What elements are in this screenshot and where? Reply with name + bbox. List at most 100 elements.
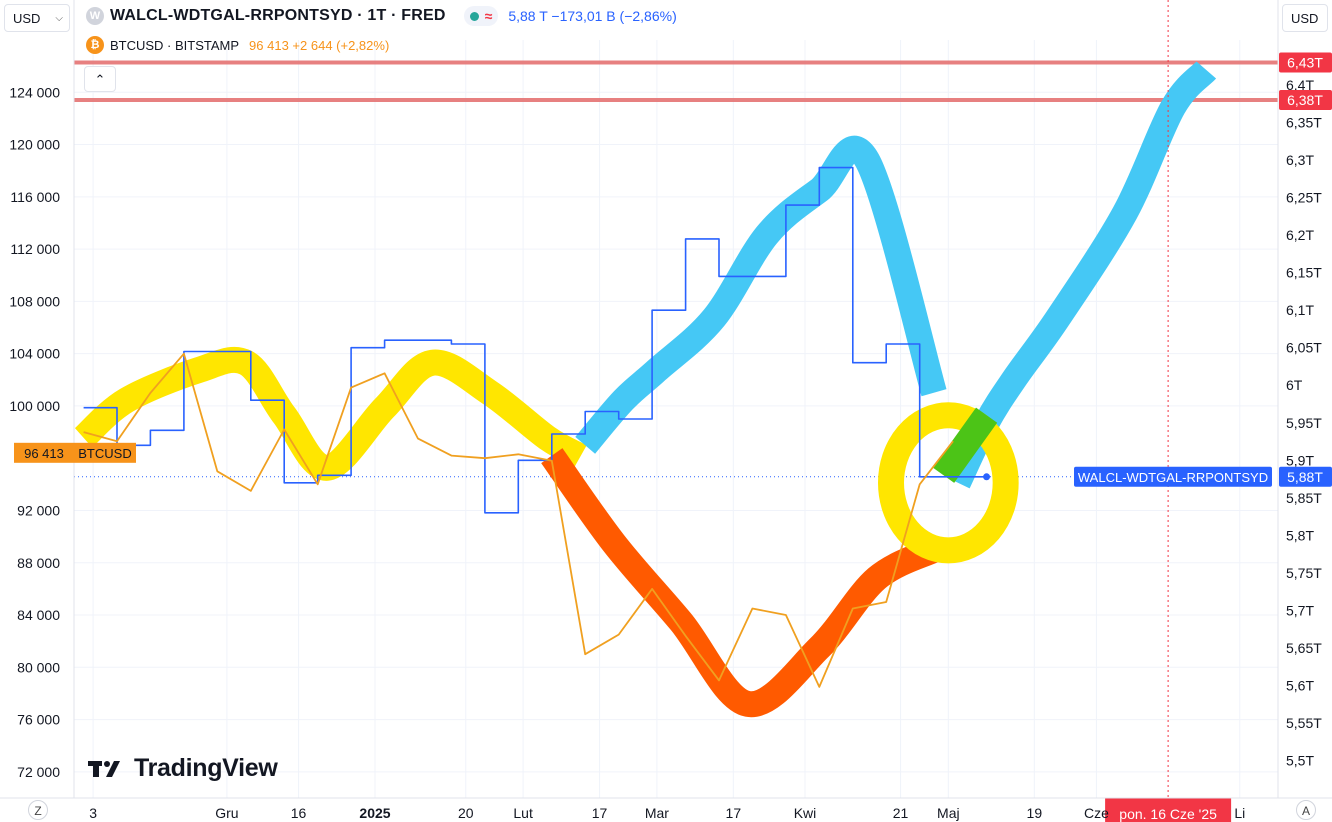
right-tick-label: 6,05T [1286, 340, 1322, 356]
time-tick-label: Lut [513, 805, 533, 821]
right-tick-label: 5,6T [1286, 677, 1314, 693]
left-tick-label: 80 000 [17, 659, 60, 675]
time-tick-label: 17 [726, 805, 742, 821]
time-tick-label: 17 [592, 805, 608, 821]
left-tick-label: 72 000 [17, 764, 60, 780]
series-line-walcl-wdtgal-rrpontsyd [83, 166, 987, 514]
series-line-btcusd [83, 352, 954, 688]
right-tick-label: 6,1T [1286, 302, 1314, 318]
collapse-legend-button[interactable]: ⌃ [84, 66, 116, 92]
last-price-badge [1279, 466, 1332, 487]
auto-scale-button[interactable]: A [1296, 800, 1316, 820]
right-tick-label: 5,75T [1286, 565, 1322, 581]
last-price-label: 5,88T [1287, 469, 1323, 485]
left-tick-label: 112 000 [10, 241, 60, 257]
level-price-badge [1279, 52, 1332, 73]
auto-scale-label: A [1301, 804, 1310, 818]
left-tick-label: 84 000 [17, 607, 60, 623]
currency-right-button[interactable]: USD [1282, 4, 1328, 32]
tradingview-logo-icon [88, 760, 120, 777]
compare-symbol-title[interactable]: BTCUSD · BITSTAMP [110, 37, 240, 53]
main-series-legend[interactable]: W WALCL-WDTGAL-RRPONTSYD · 1T · FRED ≈ 5… [86, 6, 677, 26]
timezone-label: Z [34, 804, 42, 818]
right-tick-label: 5,9T [1286, 452, 1314, 468]
left-tick-label: 88 000 [17, 555, 60, 571]
chevron-down-icon: ⌵ [55, 13, 63, 24]
right-tick-label: 6T [1286, 377, 1303, 393]
main-symbol-values: 5,88 T −173,01 B (−2,86%) [508, 8, 677, 24]
time-tick-label: 3 [89, 805, 97, 821]
symbol-logo-icon: W [86, 7, 104, 25]
logo-text: TradingView [134, 754, 278, 782]
right-tick-label: 5,85T [1286, 490, 1322, 506]
btc-price-label: 96 413 [24, 446, 64, 461]
right-tick-label: 6,15T [1286, 265, 1322, 281]
time-tick-label: 19 [1027, 805, 1043, 821]
currency-right-label: USD [1291, 11, 1319, 26]
approx-icon: ≈ [484, 8, 493, 24]
right-tick-label: 5,65T [1286, 640, 1322, 656]
right-tick-label: 5,5T [1286, 752, 1314, 768]
main-symbol-title[interactable]: WALCL-WDTGAL-RRPONTSYD · 1T · FRED [110, 7, 446, 24]
time-tick-label: Gru [215, 805, 238, 821]
series-name-label: WALCL-WDTGAL-RRPONTSYD [1078, 470, 1268, 485]
grid-lines [74, 40, 1278, 798]
drawing-annotations [74, 60, 1217, 718]
crosshair-date-label: pon. 16 Cze '25 [1119, 806, 1217, 822]
right-tick-label: 5,95T [1286, 415, 1322, 431]
currency-left-label: USD [13, 11, 41, 26]
market-status-pill[interactable]: ≈ [463, 6, 499, 26]
bitcoin-icon: ₿ [86, 36, 104, 54]
left-tick-label: 100 000 [9, 398, 60, 414]
time-tick-label: Mar [645, 805, 669, 821]
level-lines [74, 60, 1278, 103]
compare-series-legend[interactable]: ₿ BTCUSD · BITSTAMP 96 413 +2 644 (+2,82… [86, 36, 389, 54]
timezone-button[interactable]: Z [28, 800, 48, 820]
right-tick-label: 6,3T [1286, 152, 1314, 168]
time-tick-label: Cze [1084, 805, 1109, 821]
left-tick-label: 124 000 [9, 84, 60, 100]
crosshair-date-badge [1105, 798, 1232, 822]
right-tick-label: 5,7T [1286, 602, 1314, 618]
left-tick-label: 76 000 [17, 712, 60, 728]
right-tick-label: 6,35T [1286, 115, 1322, 131]
chevron-up-icon: ⌃ [94, 72, 106, 87]
green-band-stroke [933, 407, 998, 483]
right-tick-label: 6,25T [1286, 190, 1322, 206]
btc-name-badge [74, 442, 136, 463]
time-tick-label: Kwi [794, 805, 817, 821]
right-tick-label: 5,8T [1286, 527, 1314, 543]
series-lines [83, 166, 991, 688]
left-tick-label: 104 000 [9, 346, 60, 362]
tradingview-logo[interactable]: TradingView [88, 754, 278, 783]
left-tick-label: 116 000 [10, 189, 60, 205]
left-tick-label: 92 000 [17, 502, 60, 518]
level-price-badge [1279, 90, 1332, 111]
currency-left-button[interactable]: USD ⌵ [4, 4, 70, 32]
series-name-badge [1074, 466, 1272, 487]
btc-name-label: BTCUSD [78, 446, 131, 461]
btc-price-badge [14, 442, 74, 463]
right-tick-label: 5,55T [1286, 715, 1322, 731]
price-labels: 6,43T 6,38T WALCL-WDTGAL-RRPONTSYD 5,88T 96 … [14, 52, 1332, 487]
right-tick-label: 6,2T [1286, 227, 1314, 243]
time-tick-label: 21 [893, 805, 909, 821]
left-tick-label: 120 000 [9, 137, 60, 153]
yellow-ellipse-stroke [878, 402, 1019, 564]
level-price-label: 6,43T [1287, 55, 1323, 71]
yellow-band-stroke [74, 346, 587, 481]
time-tick-label: 20 [458, 805, 474, 821]
market-open-dot-icon [469, 11, 479, 21]
compare-symbol-values: 96 413 +2 644 (+2,82%) [249, 37, 390, 53]
orange-band-stroke [541, 448, 940, 718]
right-tick-label: 6,4T [1286, 77, 1314, 93]
time-tick-label: Li [1234, 805, 1245, 821]
crosshair: pon. 16 Cze '25 [1105, 0, 1232, 822]
blue-band-stroke [946, 60, 1217, 489]
time-tick-label: 2025 [359, 805, 390, 821]
time-tick-label: 16 [291, 805, 307, 821]
time-tick-label: Maj [937, 805, 960, 821]
left-tick-label: 108 000 [9, 293, 60, 309]
